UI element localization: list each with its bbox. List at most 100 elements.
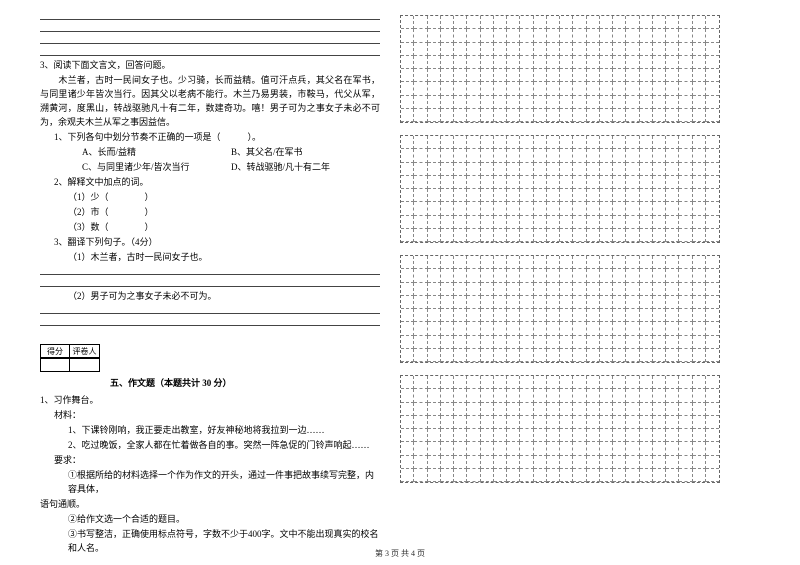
writing-cell[interactable] <box>693 82 706 95</box>
writing-cell[interactable] <box>520 256 533 269</box>
writing-cell[interactable] <box>481 309 494 322</box>
writing-cell[interactable] <box>640 322 653 335</box>
writing-cell[interactable] <box>679 176 692 189</box>
writing-cell[interactable] <box>494 309 507 322</box>
writing-cell[interactable] <box>587 16 600 29</box>
writing-cell[interactable] <box>679 216 692 229</box>
writing-cell[interactable] <box>534 69 547 82</box>
writing-cell[interactable] <box>626 136 639 149</box>
writing-cell[interactable] <box>494 96 507 109</box>
writing-cell[interactable] <box>494 256 507 269</box>
writing-cell[interactable] <box>467 403 480 416</box>
writing-cell[interactable] <box>494 109 507 122</box>
writing-cell[interactable] <box>401 336 414 349</box>
writing-cell[interactable] <box>626 16 639 29</box>
writing-cell[interactable] <box>481 429 494 442</box>
writing-cell[interactable] <box>666 43 679 56</box>
writing-cell[interactable] <box>428 309 441 322</box>
writing-cell[interactable] <box>467 336 480 349</box>
writing-cell[interactable] <box>573 296 586 309</box>
writing-cell[interactable] <box>693 29 706 42</box>
writing-cell[interactable] <box>441 469 454 482</box>
writing-cell[interactable] <box>653 69 666 82</box>
writing-cell[interactable] <box>534 456 547 469</box>
writing-cell[interactable] <box>560 69 573 82</box>
writing-cell[interactable] <box>653 56 666 69</box>
writing-cell[interactable] <box>507 442 520 455</box>
writing-cell[interactable] <box>600 416 613 429</box>
writing-cell[interactable] <box>613 416 626 429</box>
writing-cell[interactable] <box>693 136 706 149</box>
writing-cell[interactable] <box>679 429 692 442</box>
writing-cell[interactable] <box>573 189 586 202</box>
writing-cell[interactable] <box>441 136 454 149</box>
writing-cell[interactable] <box>467 349 480 362</box>
writing-cell[interactable] <box>693 269 706 282</box>
writing-cell[interactable] <box>693 229 706 242</box>
writing-cell[interactable] <box>613 283 626 296</box>
writing-cell[interactable] <box>520 283 533 296</box>
writing-cell[interactable] <box>401 269 414 282</box>
writing-cell[interactable] <box>653 109 666 122</box>
writing-cell[interactable] <box>693 56 706 69</box>
writing-cell[interactable] <box>547 136 560 149</box>
writing-cell[interactable] <box>454 229 467 242</box>
writing-cell[interactable] <box>626 283 639 296</box>
writing-cell[interactable] <box>653 296 666 309</box>
writing-cell[interactable] <box>560 29 573 42</box>
writing-cell[interactable] <box>600 389 613 402</box>
writing-cell[interactable] <box>520 336 533 349</box>
writing-cell[interactable] <box>653 309 666 322</box>
writing-cell[interactable] <box>534 43 547 56</box>
writing-cell[interactable] <box>666 416 679 429</box>
writing-cell[interactable] <box>600 256 613 269</box>
writing-cell[interactable] <box>587 96 600 109</box>
writing-cell[interactable] <box>706 322 719 335</box>
writing-cell[interactable] <box>600 403 613 416</box>
writing-cell[interactable] <box>547 82 560 95</box>
writing-cell[interactable] <box>666 16 679 29</box>
writing-cell[interactable] <box>494 229 507 242</box>
writing-cell[interactable] <box>414 149 427 162</box>
writing-cell[interactable] <box>481 136 494 149</box>
writing-cell[interactable] <box>520 322 533 335</box>
writing-cell[interactable] <box>613 469 626 482</box>
writing-cell[interactable] <box>693 202 706 215</box>
writing-cell[interactable] <box>587 456 600 469</box>
writing-cell[interactable] <box>587 216 600 229</box>
writing-cell[interactable] <box>467 149 480 162</box>
writing-cell[interactable] <box>679 469 692 482</box>
writing-cell[interactable] <box>626 442 639 455</box>
writing-cell[interactable] <box>679 109 692 122</box>
writing-cell[interactable] <box>414 403 427 416</box>
writing-cell[interactable] <box>414 389 427 402</box>
writing-cell[interactable] <box>706 296 719 309</box>
writing-cell[interactable] <box>520 109 533 122</box>
writing-cell[interactable] <box>547 403 560 416</box>
writing-cell[interactable] <box>679 376 692 389</box>
writing-cell[interactable] <box>653 469 666 482</box>
writing-cell[interactable] <box>626 82 639 95</box>
writing-cell[interactable] <box>653 29 666 42</box>
writing-cell[interactable] <box>666 189 679 202</box>
writing-cell[interactable] <box>640 16 653 29</box>
writing-cell[interactable] <box>666 429 679 442</box>
writing-cell[interactable] <box>706 149 719 162</box>
writing-cell[interactable] <box>706 56 719 69</box>
writing-cell[interactable] <box>507 429 520 442</box>
writing-cell[interactable] <box>428 256 441 269</box>
writing-cell[interactable] <box>666 56 679 69</box>
writing-cell[interactable] <box>454 256 467 269</box>
writing-cell[interactable] <box>534 256 547 269</box>
writing-cell[interactable] <box>666 442 679 455</box>
writing-cell[interactable] <box>573 69 586 82</box>
writing-cell[interactable] <box>640 136 653 149</box>
writing-cell[interactable] <box>428 176 441 189</box>
writing-cell[interactable] <box>640 269 653 282</box>
writing-cell[interactable] <box>573 256 586 269</box>
writing-cell[interactable] <box>520 96 533 109</box>
writing-cell[interactable] <box>600 322 613 335</box>
writing-cell[interactable] <box>441 163 454 176</box>
writing-cell[interactable] <box>507 136 520 149</box>
writing-cell[interactable] <box>626 296 639 309</box>
